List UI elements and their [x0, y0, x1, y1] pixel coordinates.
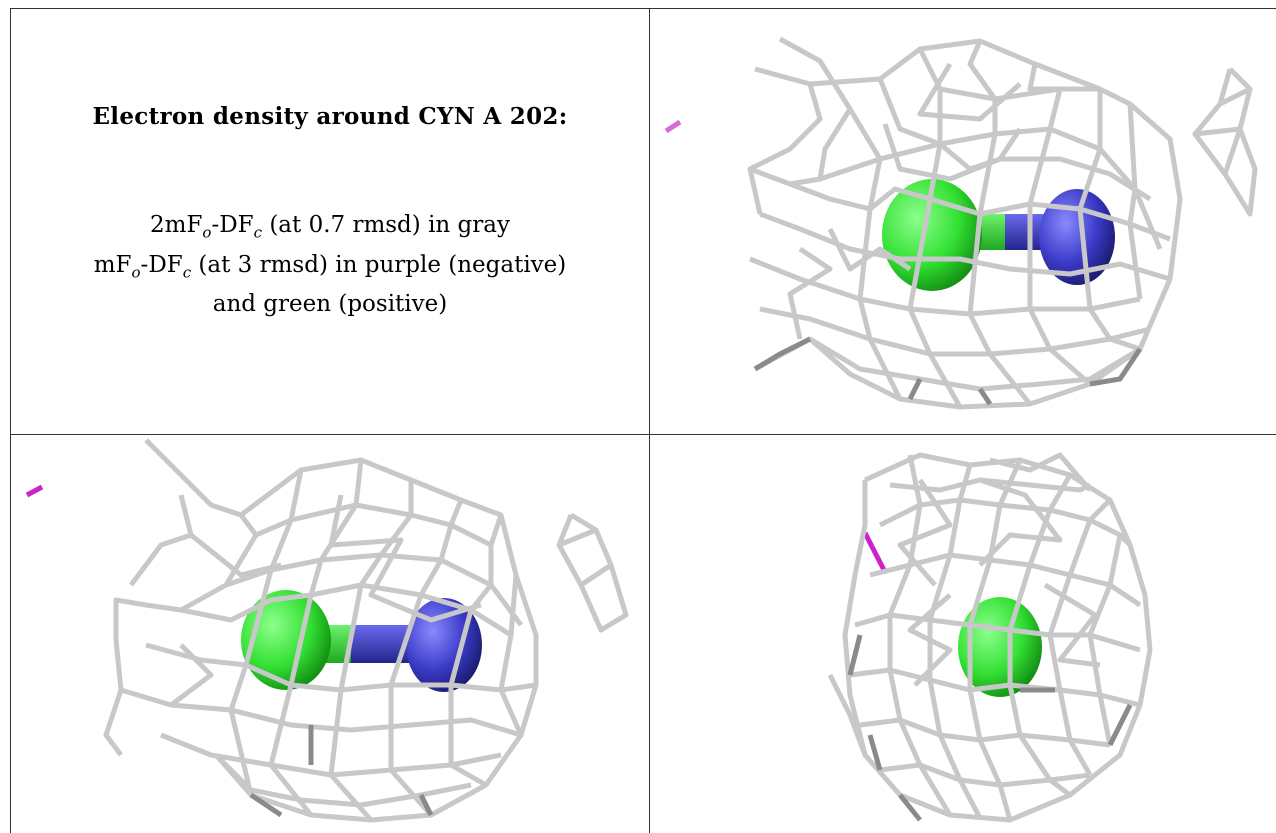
table-divider-vertical: [649, 8, 650, 833]
mesh-2mfo-dfc: [747, 36, 1258, 410]
density-view-bottom-right: [650, 435, 1276, 833]
ligand-cyanide: [241, 590, 482, 692]
density-render: [25, 438, 629, 823]
mesh-shadow-edges: [753, 336, 1143, 406]
carbon-atom: [958, 597, 1042, 697]
density-view-bottom-left: [11, 435, 649, 833]
density-render: [827, 452, 1153, 823]
table-divider-horizontal: [10, 434, 1276, 435]
table-border-left: [10, 8, 11, 833]
negative-density-mark: [25, 484, 44, 498]
legend-line-mfo: mFo-DFc (at 3 rmsd) in purple (negative): [93, 251, 567, 282]
mesh-2mfo-dfc: [827, 452, 1153, 823]
negative-density-mark: [862, 531, 888, 574]
legend-line-positive: and green (positive): [212, 291, 448, 318]
nitrogen-atom: [406, 598, 482, 692]
legend-text: 2mFo-DFc (at 0.7 rmsd) in gray mFo-DFc (…: [11, 209, 649, 320]
legend-line-2mfo: 2mFo-DFc (at 0.7 rmsd) in gray: [150, 212, 510, 242]
density-render: [664, 36, 1258, 410]
mesh-shadow-edges: [249, 725, 434, 818]
mesh-shadow-edges: [847, 634, 1133, 822]
negative-density-mark: [664, 119, 682, 134]
mesh-2mfo-dfc: [103, 438, 629, 823]
caption-cell: Electron density around CYN A 202: 2mFo-…: [11, 9, 649, 434]
figure-title: Electron density around CYN A 202:: [92, 103, 568, 130]
density-view-top-right: [650, 9, 1276, 434]
table-border-top: [10, 8, 1276, 9]
